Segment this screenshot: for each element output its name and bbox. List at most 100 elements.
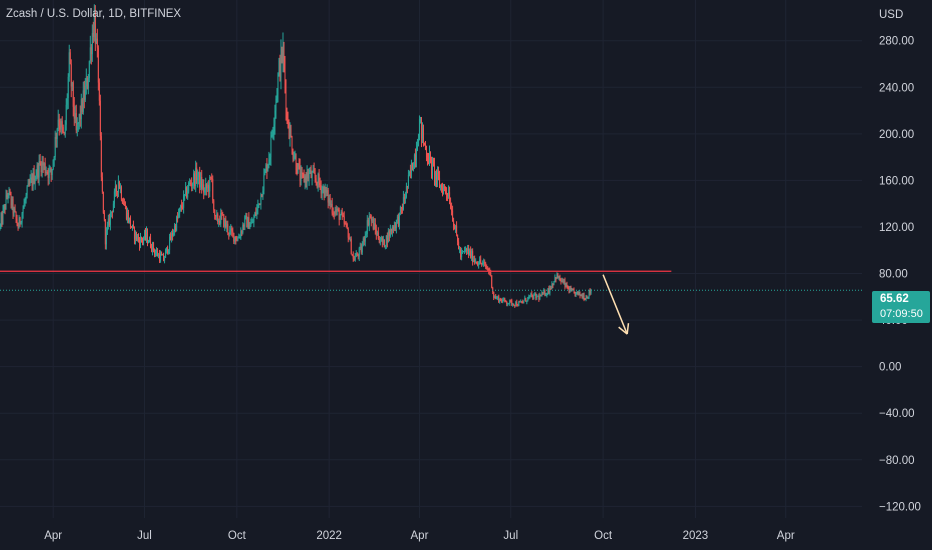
candle-body (472, 251, 474, 262)
candle-body (49, 168, 51, 170)
candle-body (545, 295, 547, 297)
candle-body (375, 229, 377, 236)
candle-body (358, 248, 360, 257)
candle-body (171, 233, 173, 241)
candle-body (45, 171, 47, 173)
candle-body (583, 295, 585, 300)
candle-body (67, 76, 69, 99)
candle-body (400, 207, 402, 209)
candle-body (228, 232, 230, 235)
candle-body (273, 124, 275, 132)
candle-body (469, 250, 471, 255)
candle-body (371, 219, 373, 221)
candle-body (130, 226, 132, 228)
candle-body (302, 172, 304, 175)
candle-body (585, 296, 587, 300)
candle-body (40, 163, 42, 173)
candle-body (536, 295, 538, 298)
candle-body (566, 283, 568, 288)
candle-body (133, 227, 135, 240)
candle-body (522, 301, 524, 303)
candle-body (506, 301, 508, 304)
candle-body (493, 291, 495, 298)
candle-body (153, 242, 155, 251)
candle-body (219, 221, 221, 224)
candle-body (386, 235, 388, 243)
candle-body (439, 177, 441, 188)
candle-body (263, 174, 265, 191)
candle-body (341, 211, 343, 216)
candle-body (28, 183, 30, 185)
candle-body (164, 257, 166, 261)
candle-body (148, 242, 150, 244)
time-tick-label: Oct (594, 530, 613, 542)
candle-body (57, 119, 59, 129)
candle-body (218, 221, 220, 223)
candle-body (389, 228, 391, 237)
candle-body (21, 213, 23, 223)
candle-body (507, 303, 509, 305)
candle-body (484, 262, 486, 264)
candle-body (323, 187, 325, 198)
candle-body (397, 216, 399, 226)
candle-body (555, 276, 557, 280)
candle-body (27, 183, 29, 187)
candle-body (512, 303, 514, 305)
candle-body (561, 280, 563, 282)
candle-body (116, 191, 118, 193)
price-tick-label: 80.00 (879, 269, 908, 281)
chart-grid (0, 0, 862, 518)
candle-body (35, 175, 37, 180)
last-price-tag: 65.62 07:09:50 (872, 291, 930, 323)
price-axis[interactable]: 280.00240.00200.00160.00120.0080.0040.00… (879, 9, 921, 513)
candle-body (407, 174, 409, 187)
candle-body (390, 228, 392, 232)
candle-body (175, 225, 177, 231)
candle-body (275, 98, 277, 111)
candle-body (43, 163, 45, 166)
time-axis[interactable]: Apr Jul Oct 2022 Apr Jul Oct 2023 Apr (44, 530, 795, 542)
candle-body (289, 128, 291, 138)
candle-body (99, 100, 101, 137)
candle-body (361, 245, 363, 253)
candle-body (88, 61, 90, 79)
candle-body (188, 182, 190, 192)
candle-body (122, 203, 124, 205)
candle-body (505, 300, 507, 302)
candle-body (421, 128, 423, 139)
candle-body (285, 85, 287, 112)
candle-body (141, 239, 143, 242)
arrow-head (626, 323, 630, 335)
candle-body (423, 142, 425, 145)
candle-body (33, 172, 35, 184)
candle-body (428, 153, 430, 164)
candle-body (381, 237, 383, 243)
candle-body (300, 172, 302, 182)
candle-body (217, 214, 219, 223)
candle-body (70, 63, 72, 87)
candle-body (13, 208, 15, 214)
candles (0, 4, 592, 308)
candle-body (331, 203, 333, 214)
candle-body (457, 234, 459, 242)
candle-body (81, 99, 83, 112)
time-tick-label: Apr (777, 530, 795, 542)
candle-body (546, 293, 548, 296)
price-tick-label: 120.00 (879, 222, 914, 234)
candle-body (365, 234, 367, 236)
candle-body (364, 235, 366, 242)
candle-body (214, 209, 216, 216)
candle-body (330, 203, 332, 205)
candle-body (225, 219, 227, 227)
candle-body (109, 213, 111, 225)
candle-body (136, 236, 138, 240)
candle-body (325, 186, 327, 193)
candle-body (274, 110, 276, 125)
candle-body (258, 203, 260, 205)
candle-body (425, 149, 427, 157)
candle-body (160, 254, 162, 261)
candle-body (306, 172, 308, 183)
candle-body (102, 191, 104, 213)
candle-body (2, 209, 4, 223)
